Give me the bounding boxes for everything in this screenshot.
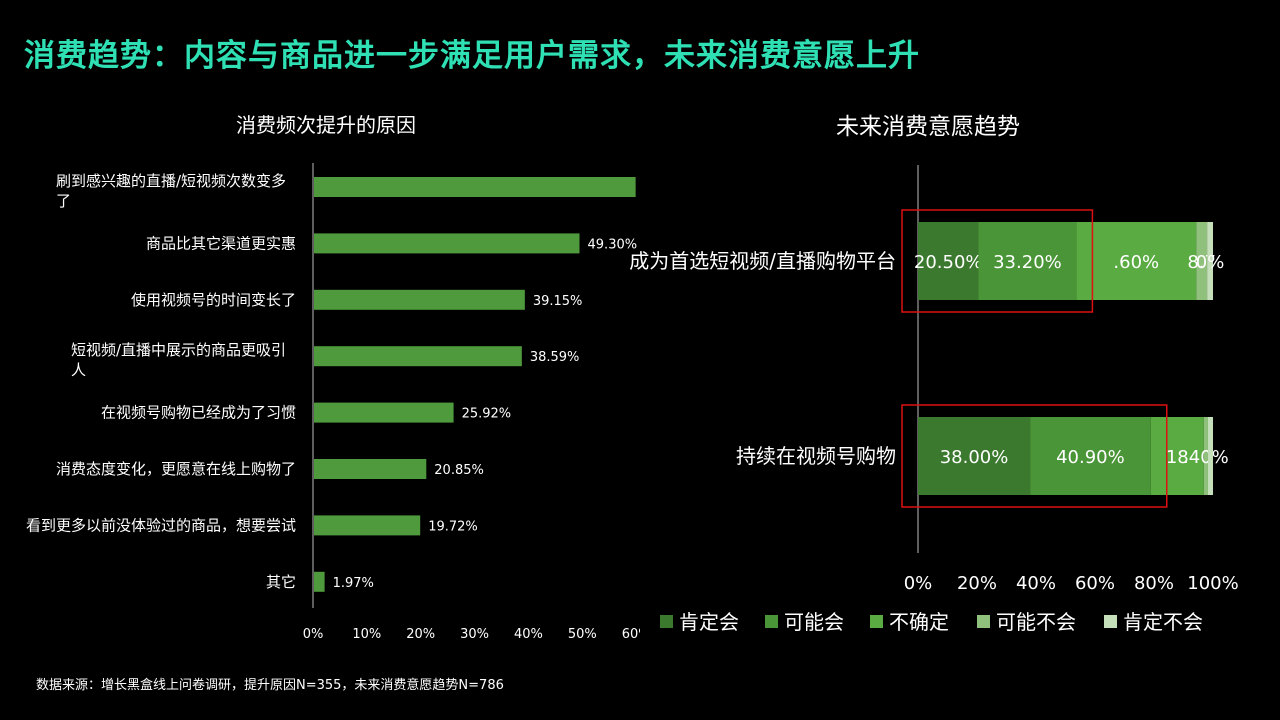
legend-swatch xyxy=(977,615,990,628)
segment-label: 20.50% xyxy=(914,252,983,273)
x-tick-label: 10% xyxy=(352,627,381,642)
segment-5 xyxy=(1207,417,1213,495)
x-tick-label: 40% xyxy=(1016,573,1056,594)
legend-swatch xyxy=(870,615,883,628)
segment-label: 33.20% xyxy=(993,252,1062,273)
segment-5 xyxy=(1207,222,1213,300)
x-tick-label: 80% xyxy=(1134,573,1174,594)
highlight-box xyxy=(901,404,1168,508)
category-label: 刷到感兴趣的直播/短视频次数变多了 xyxy=(56,172,286,210)
segment-4 xyxy=(1196,222,1208,300)
x-tick-label: 60% xyxy=(1075,573,1115,594)
x-tick-label: 0% xyxy=(904,573,933,594)
x-tick-label: 30% xyxy=(460,627,489,642)
x-tick-label: 50% xyxy=(568,627,597,642)
x-tick-label: 100% xyxy=(1187,573,1238,594)
x-tick-label: 40% xyxy=(514,627,543,642)
bar xyxy=(314,459,427,479)
data-label: 38.59% xyxy=(530,350,580,365)
bar xyxy=(314,402,454,423)
x-tick-label: 60% xyxy=(622,627,640,642)
segment-label: 38.00% xyxy=(940,447,1009,468)
segment-3 xyxy=(1076,222,1197,300)
legend-label: 肯定不会 xyxy=(1123,610,1203,634)
legend-swatch xyxy=(660,615,673,628)
legend-label: 可能不会 xyxy=(996,610,1076,634)
highlight-box xyxy=(901,209,1094,313)
bar xyxy=(314,177,636,197)
legend-label: 肯定会 xyxy=(679,610,739,634)
segment-1 xyxy=(918,417,1031,495)
segment-2 xyxy=(978,222,1077,300)
category-label: 商品比其它渠道更实惠 xyxy=(146,234,296,252)
category-label: 成为首选短视频/直播购物平台 xyxy=(629,249,896,273)
segment-2 xyxy=(1030,417,1151,495)
data-label: 39.15% xyxy=(533,294,583,309)
segment-label: 40.90% xyxy=(1056,447,1125,468)
legend-label: 不确定 xyxy=(889,610,949,634)
x-tick-label: 20% xyxy=(406,627,435,642)
segment-4 xyxy=(1203,417,1208,495)
segment-3 xyxy=(1150,417,1204,495)
data-label: 20.85% xyxy=(434,463,484,478)
category-label: 在视频号购物已经成为了习惯 xyxy=(101,404,296,422)
bar xyxy=(314,571,325,592)
bar xyxy=(314,289,525,310)
data-label: 19.72% xyxy=(428,519,478,534)
x-tick-label: 20% xyxy=(957,573,997,594)
reasons-bar-chart: 消费频次提升的原因59.72%刷到感兴趣的直播/短视频次数变多了49.30%商品… xyxy=(26,113,640,642)
category-label: 使用视频号的时间变长了 xyxy=(131,291,296,309)
x-tick-label: 0% xyxy=(303,627,324,642)
legend-swatch xyxy=(765,615,778,628)
segment-label: .60% xyxy=(1113,252,1159,273)
chart-title: 消费频次提升的原因 xyxy=(236,113,416,137)
category-label: 其它 xyxy=(266,573,296,591)
data-label: 49.30% xyxy=(588,237,638,252)
bar xyxy=(314,515,421,536)
data-source-note: 数据来源：增长黑盒线上问卷调研，提升原因N=355，未来消费意愿趋势N=786 xyxy=(36,678,504,693)
segment-label: .40% xyxy=(1183,447,1229,468)
category-label: 消费态度变化，更愿意在线上购物了 xyxy=(56,460,296,478)
page-title: 消费趋势：内容与商品进一步满足用户需求，未来消费意愿上升 xyxy=(24,38,920,74)
segment-1 xyxy=(918,222,979,300)
category-label: 看到更多以前没体验过的商品，想要尝试 xyxy=(26,516,296,534)
category-label: 持续在视频号购物 xyxy=(736,444,896,468)
category-label: 短视频/直播中展示的商品更吸引人 xyxy=(71,341,286,379)
legend-swatch xyxy=(1104,615,1117,628)
segment-label: 18 xyxy=(1166,447,1189,468)
legend-label: 可能会 xyxy=(784,610,844,634)
bar xyxy=(314,346,522,367)
chart-title: 未来消费意愿趋势 xyxy=(836,114,1020,140)
data-label: 1.97% xyxy=(333,576,374,591)
segment-label: 0% xyxy=(1196,252,1225,273)
bar xyxy=(314,233,580,254)
data-label: 25.92% xyxy=(462,407,512,422)
